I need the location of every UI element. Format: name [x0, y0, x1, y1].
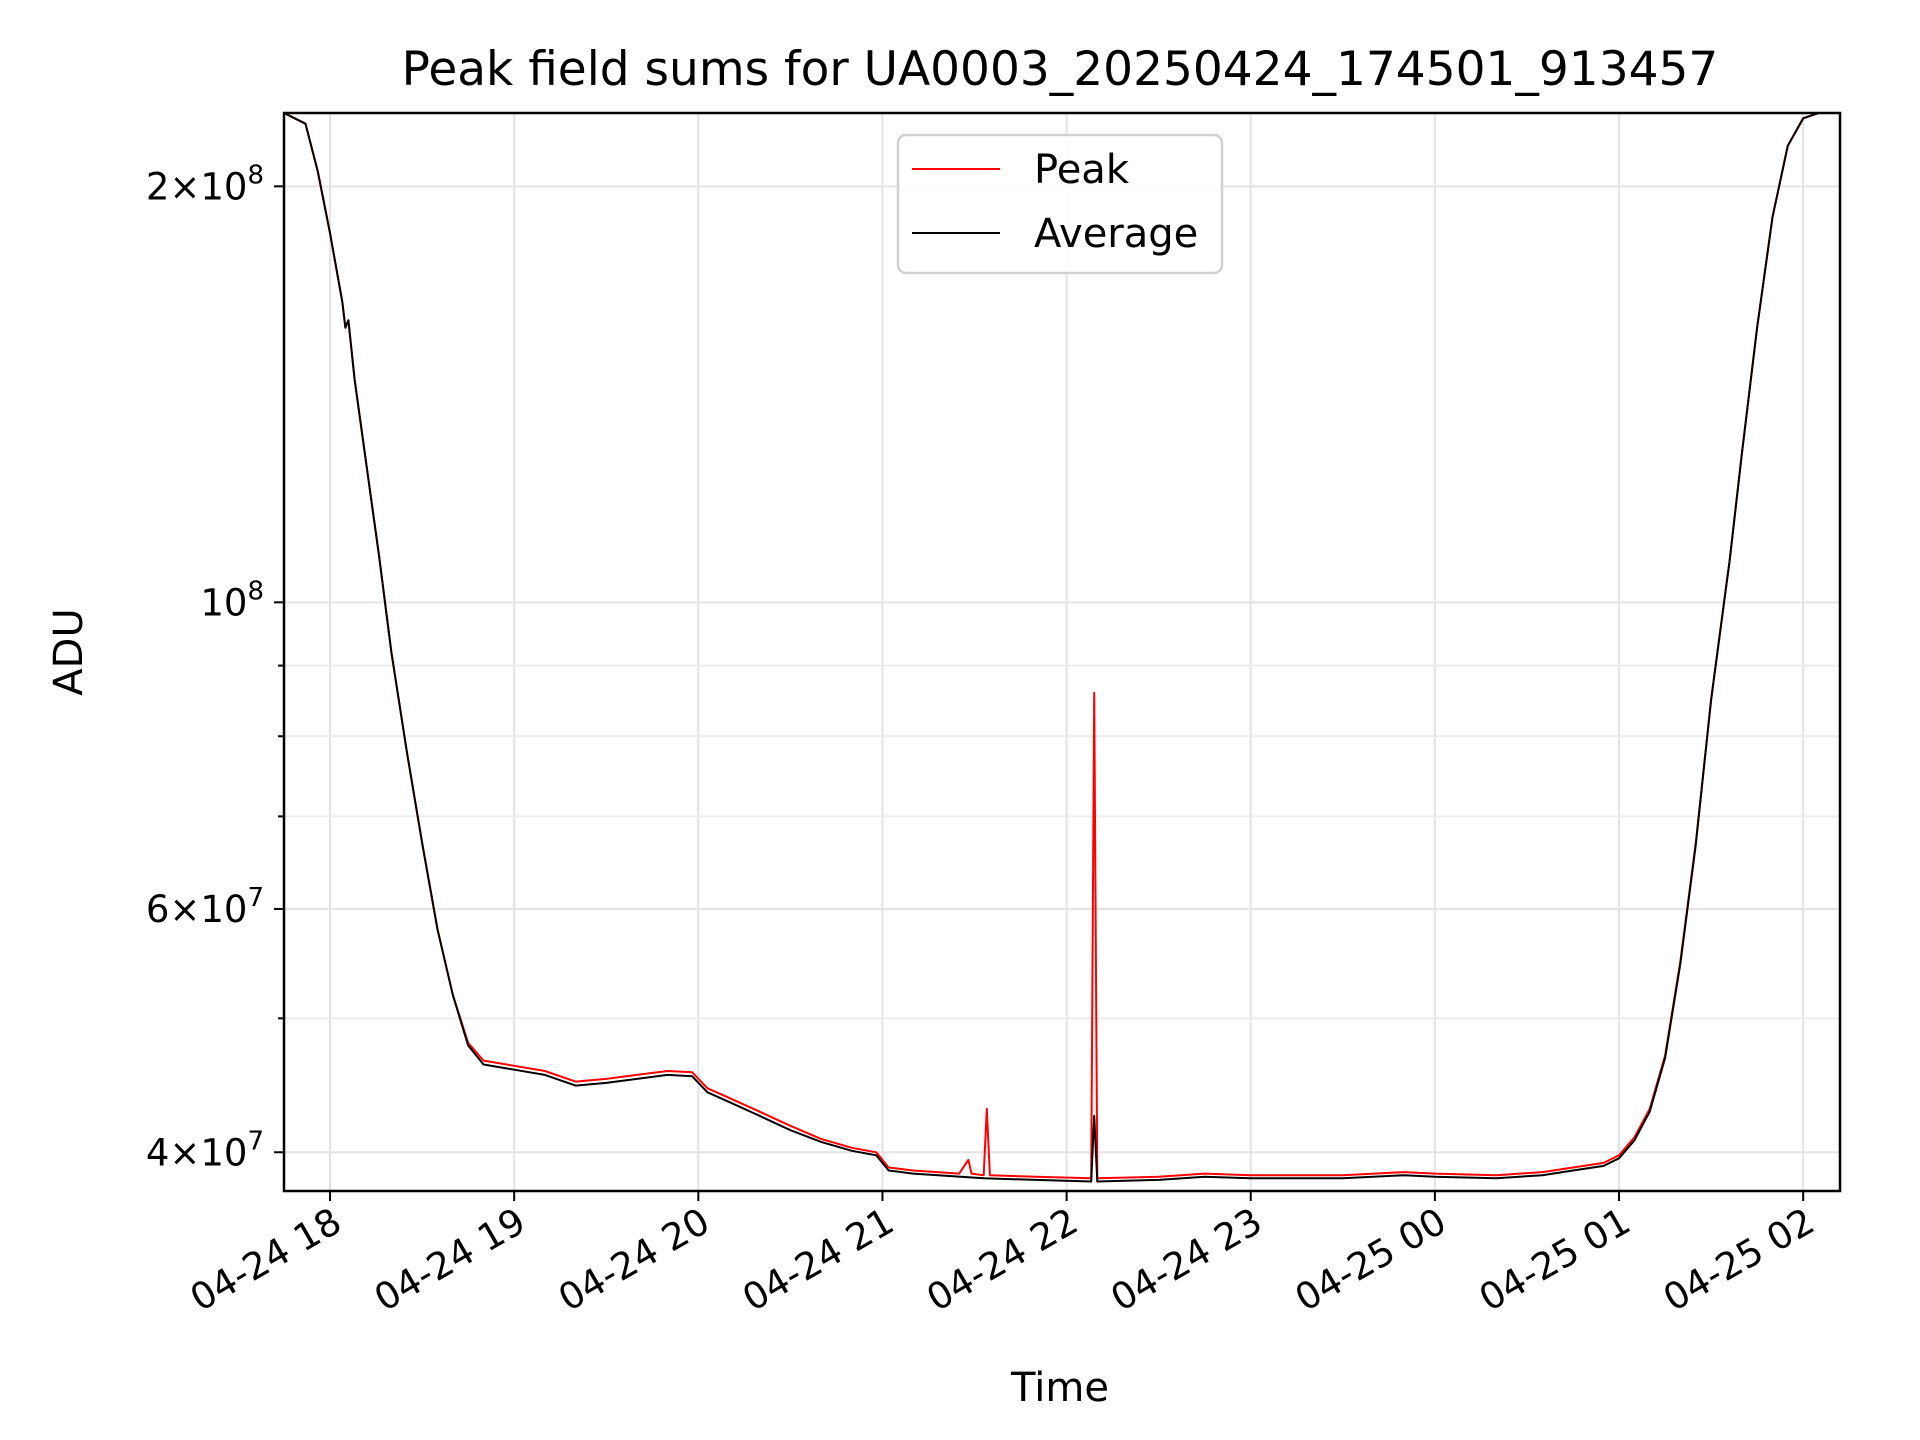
plot-frame [282, 111, 1842, 1193]
y-tick-label: 6×107 [146, 883, 264, 931]
grid [284, 113, 1840, 1191]
chart-title: Peak field sums for UA0003_20250424_1745… [402, 42, 1719, 97]
legend: Peak Average [896, 133, 1224, 275]
legend-label-average: Average [1034, 211, 1198, 257]
y-axis: 4×107 6×107 108 2×108 [146, 160, 284, 1174]
plot-area [282, 111, 1842, 1193]
y-tick-label: 108 [200, 576, 264, 624]
x-axis-label: Time [1010, 1365, 1109, 1411]
y-tick-label: 2×108 [146, 160, 264, 208]
legend-label-peak: Peak [1034, 147, 1130, 193]
series-layer [284, 113, 1840, 1183]
y-tick-label: 4×107 [146, 1126, 264, 1174]
series-line-average [284, 113, 1840, 1183]
y-axis-label: ADU [46, 608, 92, 695]
